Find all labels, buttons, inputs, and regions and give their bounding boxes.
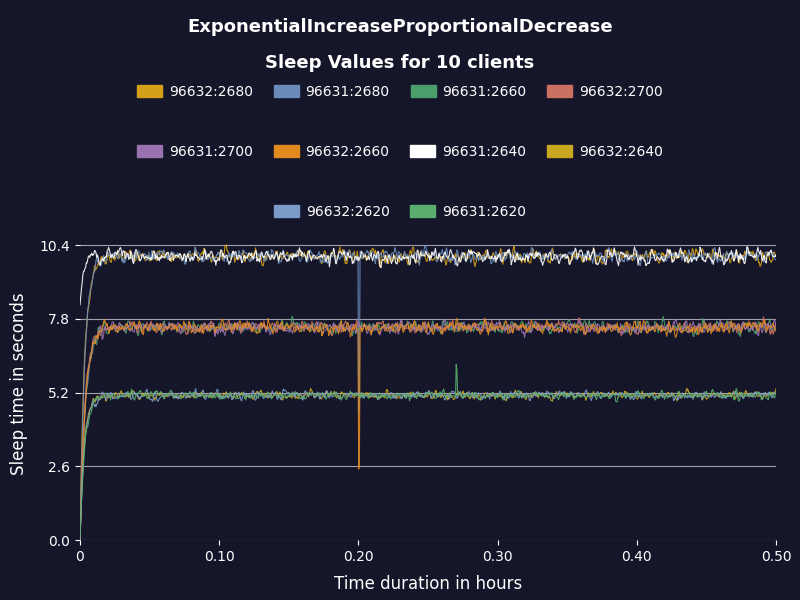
- Legend: 96631:2700, 96632:2660, 96631:2640, 96632:2640: 96631:2700, 96632:2660, 96631:2640, 9663…: [131, 139, 669, 164]
- Legend: 96632:2680, 96631:2680, 96631:2660, 96632:2700: 96632:2680, 96631:2680, 96631:2660, 9663…: [131, 79, 669, 104]
- Text: ExponentialIncreaseProportionalDecrease: ExponentialIncreaseProportionalDecrease: [187, 18, 613, 36]
- Text: Sleep Values for 10 clients: Sleep Values for 10 clients: [266, 54, 534, 72]
- Y-axis label: Sleep time in seconds: Sleep time in seconds: [10, 293, 29, 475]
- Legend: 96632:2620, 96631:2620: 96632:2620, 96631:2620: [268, 199, 532, 224]
- X-axis label: Time duration in hours: Time duration in hours: [334, 575, 522, 593]
